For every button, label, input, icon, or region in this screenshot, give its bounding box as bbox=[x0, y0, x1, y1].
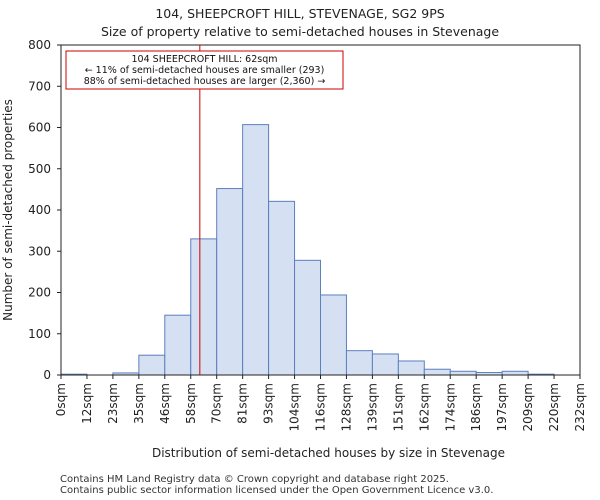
bar-174sqm bbox=[449, 370, 477, 376]
x-tick-label-232sqm: 232sqm bbox=[573, 383, 587, 431]
y-tick-label-200: 200 bbox=[28, 286, 51, 300]
x-tick-label-139sqm: 139sqm bbox=[365, 383, 379, 431]
x-tick-label-128sqm: 128sqm bbox=[339, 383, 353, 431]
y-tick-label-100: 100 bbox=[28, 327, 51, 341]
x-tick-label-0sqm: 0sqm bbox=[54, 383, 68, 416]
x-tick-label-174sqm: 174sqm bbox=[443, 383, 457, 431]
y-tick-label-300: 300 bbox=[28, 244, 51, 258]
bar-128sqm bbox=[345, 350, 373, 376]
annotation-line-1: 104 SHEEPCROFT HILL: 62sqm bbox=[132, 54, 278, 65]
x-axis-label: Distribution of semi-detached houses by … bbox=[152, 446, 505, 460]
y-tick-label-0: 0 bbox=[43, 368, 51, 382]
x-tick-label-23sqm: 23sqm bbox=[106, 383, 120, 424]
footer-line-2: Contains public sector information licen… bbox=[60, 485, 494, 496]
x-tick-label-104sqm: 104sqm bbox=[288, 383, 302, 431]
bar-35sqm bbox=[138, 354, 166, 376]
x-tick-label-186sqm: 186sqm bbox=[469, 383, 483, 431]
bar-104sqm bbox=[294, 259, 321, 376]
chart-subtitle: Size of property relative to semi-detach… bbox=[100, 24, 500, 39]
bar-139sqm bbox=[371, 353, 399, 376]
bar-81sqm bbox=[242, 124, 270, 376]
bar-46sqm bbox=[164, 314, 192, 376]
x-tick-label-58sqm: 58sqm bbox=[184, 383, 198, 424]
x-tick-label-93sqm: 93sqm bbox=[262, 383, 276, 424]
bar-162sqm bbox=[423, 368, 451, 376]
bar-58sqm bbox=[190, 238, 218, 376]
x-tick-label-46sqm: 46sqm bbox=[158, 383, 172, 424]
x-tick-label-197sqm: 197sqm bbox=[495, 383, 509, 431]
bar-151sqm bbox=[397, 360, 425, 376]
x-tick-label-12sqm: 12sqm bbox=[80, 383, 94, 424]
bar-70sqm bbox=[216, 188, 244, 376]
annotation-box bbox=[65, 50, 344, 90]
x-tick-label-151sqm: 151sqm bbox=[391, 383, 405, 431]
y-tick-label-700: 700 bbox=[28, 79, 51, 93]
footer-line-1: Contains HM Land Registry data © Crown c… bbox=[60, 474, 449, 485]
annotation-line-3: 88% of semi-detached houses are larger (… bbox=[84, 76, 326, 87]
bar-116sqm bbox=[320, 294, 347, 376]
x-tick-label-70sqm: 70sqm bbox=[210, 383, 224, 424]
y-axis-label: Number of semi-detached properties bbox=[1, 99, 15, 321]
chart-title: 104, SHEEPCROFT HILL, STEVENAGE, SG2 9PS bbox=[155, 6, 445, 21]
x-tick-label-162sqm: 162sqm bbox=[417, 383, 431, 431]
x-tick-label-35sqm: 35sqm bbox=[132, 383, 146, 424]
x-tick-label-220sqm: 220sqm bbox=[547, 383, 561, 431]
bar-93sqm bbox=[268, 200, 296, 376]
bar-197sqm bbox=[501, 370, 529, 376]
x-tick-label-116sqm: 116sqm bbox=[314, 383, 328, 431]
y-tick-label-500: 500 bbox=[28, 162, 51, 176]
annotation-line-2: ← 11% of semi-detached houses are smalle… bbox=[85, 65, 325, 76]
x-tick-label-81sqm: 81sqm bbox=[236, 383, 250, 424]
x-tick-label-209sqm: 209sqm bbox=[521, 383, 535, 431]
y-tick-label-600: 600 bbox=[28, 121, 51, 135]
y-tick-label-800: 800 bbox=[28, 38, 51, 52]
y-tick-label-400: 400 bbox=[28, 203, 51, 217]
